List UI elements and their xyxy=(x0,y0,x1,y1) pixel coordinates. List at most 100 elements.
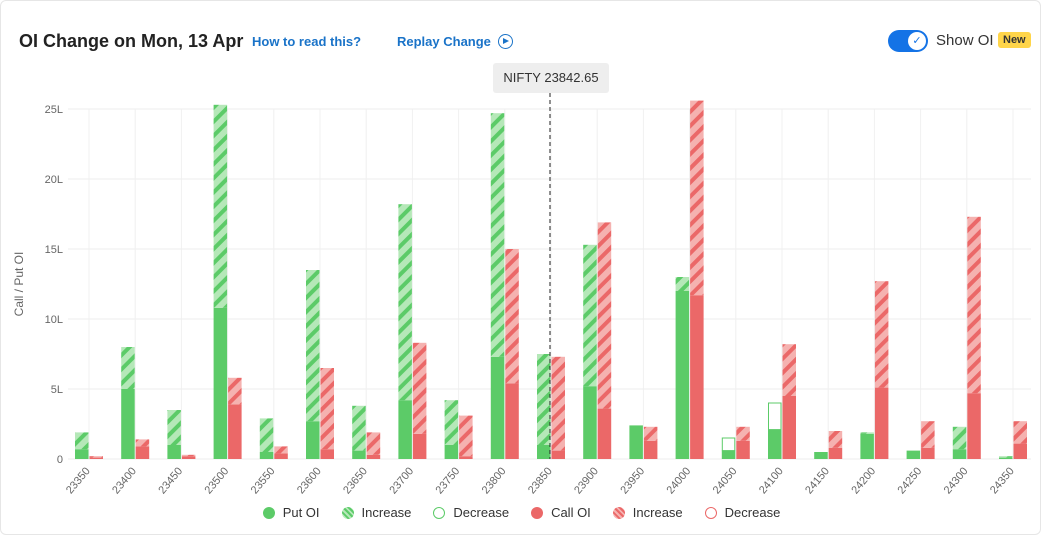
put-increase-bar xyxy=(860,432,874,434)
call-increase-bar xyxy=(551,356,565,451)
call-increase-bar xyxy=(1013,421,1027,444)
put-increase-bar xyxy=(675,277,690,291)
put-oi-bar xyxy=(259,452,274,459)
put-oi-bar xyxy=(906,450,921,459)
call-oi-bar xyxy=(89,457,103,459)
call-oi-bar xyxy=(505,383,519,459)
legend-item[interactable]: Decrease xyxy=(433,505,509,520)
put-oi-bar xyxy=(213,307,228,459)
chart-legend: Put OI Increase Decrease Call OI Increase Dec… xyxy=(1,505,1041,520)
call-increase-bar xyxy=(597,222,612,409)
x-tick-label: 23350 xyxy=(64,465,93,496)
call-increase-bar xyxy=(228,377,242,405)
put-decrease-swatch xyxy=(433,506,446,519)
show-oi-toggle[interactable]: ✓ xyxy=(888,30,928,52)
put-oi-bar xyxy=(814,452,828,459)
put-increase-swatch xyxy=(341,506,354,519)
put-increase-bar xyxy=(490,113,505,357)
call-oi-bar xyxy=(921,447,935,459)
call-increase-bar xyxy=(274,446,288,454)
x-tick-label: 24200 xyxy=(849,465,878,496)
new-badge: New xyxy=(998,32,1031,48)
legend-label: Decrease xyxy=(724,505,781,520)
call-increase-bar xyxy=(690,100,704,296)
put-increase-bar xyxy=(444,400,459,445)
call-oi-bar xyxy=(274,453,288,459)
put-oi-bar xyxy=(398,400,412,459)
oi-bar-chart: 0 5L 10L 15L 20L 25L Call / Put OI 23350 23400 23… xyxy=(12,93,1031,496)
x-tick-label: 24050 xyxy=(711,465,740,496)
put-increase-bar xyxy=(75,432,89,450)
call-increase-bar xyxy=(921,421,935,448)
call-increase-bar xyxy=(505,249,519,384)
put-increase-bar xyxy=(306,270,320,422)
x-tick-label: 23650 xyxy=(341,465,370,496)
y-tick-label: 15L xyxy=(45,244,63,256)
replay-change-button[interactable]: Replay Change xyxy=(397,34,513,49)
call-increase-bar xyxy=(643,426,658,441)
legend-label: Put OI xyxy=(282,505,320,520)
put-oi-bar xyxy=(675,291,690,459)
x-tick-label: 23800 xyxy=(480,465,509,496)
legend-item[interactable]: Put OI xyxy=(262,505,320,520)
put-decrease-bar xyxy=(721,437,736,452)
call-oi-bar xyxy=(366,454,381,459)
call-increase-bar xyxy=(412,342,427,434)
spot-price-tooltip: NIFTY 23842.65 xyxy=(493,63,609,93)
replay-change-label: Replay Change xyxy=(397,34,491,49)
call-increase-bar xyxy=(967,216,981,394)
put-increase-bar xyxy=(398,204,412,401)
x-tick-label: 24150 xyxy=(803,465,832,496)
call-oi-bar xyxy=(690,295,704,459)
legend-item[interactable]: Call OI xyxy=(531,505,591,520)
x-tick-label: 23550 xyxy=(249,465,278,496)
put-increase-bar xyxy=(952,426,967,450)
y-tick-label: 25L xyxy=(45,104,63,116)
put-oi-bar xyxy=(952,449,967,459)
x-tick-label: 24250 xyxy=(896,465,925,496)
x-tick-label: 23950 xyxy=(618,465,647,496)
y-tick-label: 10L xyxy=(45,314,63,326)
x-tick-label: 23750 xyxy=(434,465,463,496)
call-increase-swatch xyxy=(612,506,625,519)
put-oi-bar xyxy=(999,457,1013,459)
check-icon: ✓ xyxy=(908,32,926,50)
legend-label: Increase xyxy=(361,505,412,520)
legend-label: Increase xyxy=(632,505,683,520)
x-tick-label: 24350 xyxy=(988,465,1017,496)
legend-item[interactable]: Increase xyxy=(341,505,412,520)
call-increase-bar xyxy=(782,344,796,396)
put-increase-bar xyxy=(583,244,597,387)
put-oi-bar xyxy=(75,449,89,459)
put-increase-bar xyxy=(121,347,135,389)
call-increase-bar xyxy=(736,426,750,441)
put-oi-bar xyxy=(629,425,643,459)
put-increase-bar xyxy=(167,410,181,445)
put-oi-bar xyxy=(444,445,459,459)
put-oi-bar xyxy=(490,356,505,459)
call-oi-bar xyxy=(736,440,750,459)
call-oi-bar xyxy=(228,404,242,459)
play-circle-icon xyxy=(497,34,513,49)
call-increase-bar xyxy=(366,432,381,455)
x-tick-label: 23400 xyxy=(110,465,139,496)
legend-item[interactable]: Increase xyxy=(612,505,683,520)
put-increase-bar xyxy=(537,354,551,445)
call-increase-bar xyxy=(459,415,473,457)
put-oi-bar xyxy=(768,429,782,459)
legend-label: Decrease xyxy=(453,505,510,520)
x-tick-label: 24000 xyxy=(665,465,694,496)
put-oi-bar xyxy=(537,445,551,459)
x-tick-label: 24300 xyxy=(942,465,971,496)
put-oi-bar xyxy=(352,450,366,459)
call-increase-bar xyxy=(320,368,334,450)
x-tick-label: 23900 xyxy=(572,465,601,496)
call-increase-bar xyxy=(828,431,843,448)
call-oi-bar xyxy=(412,433,427,459)
legend-item[interactable]: Decrease xyxy=(704,505,781,520)
how-to-read-link[interactable]: How to read this? xyxy=(252,34,362,49)
put-decrease-bar xyxy=(768,402,782,431)
call-oi-bar xyxy=(782,396,796,459)
call-oi-bar xyxy=(320,449,334,459)
